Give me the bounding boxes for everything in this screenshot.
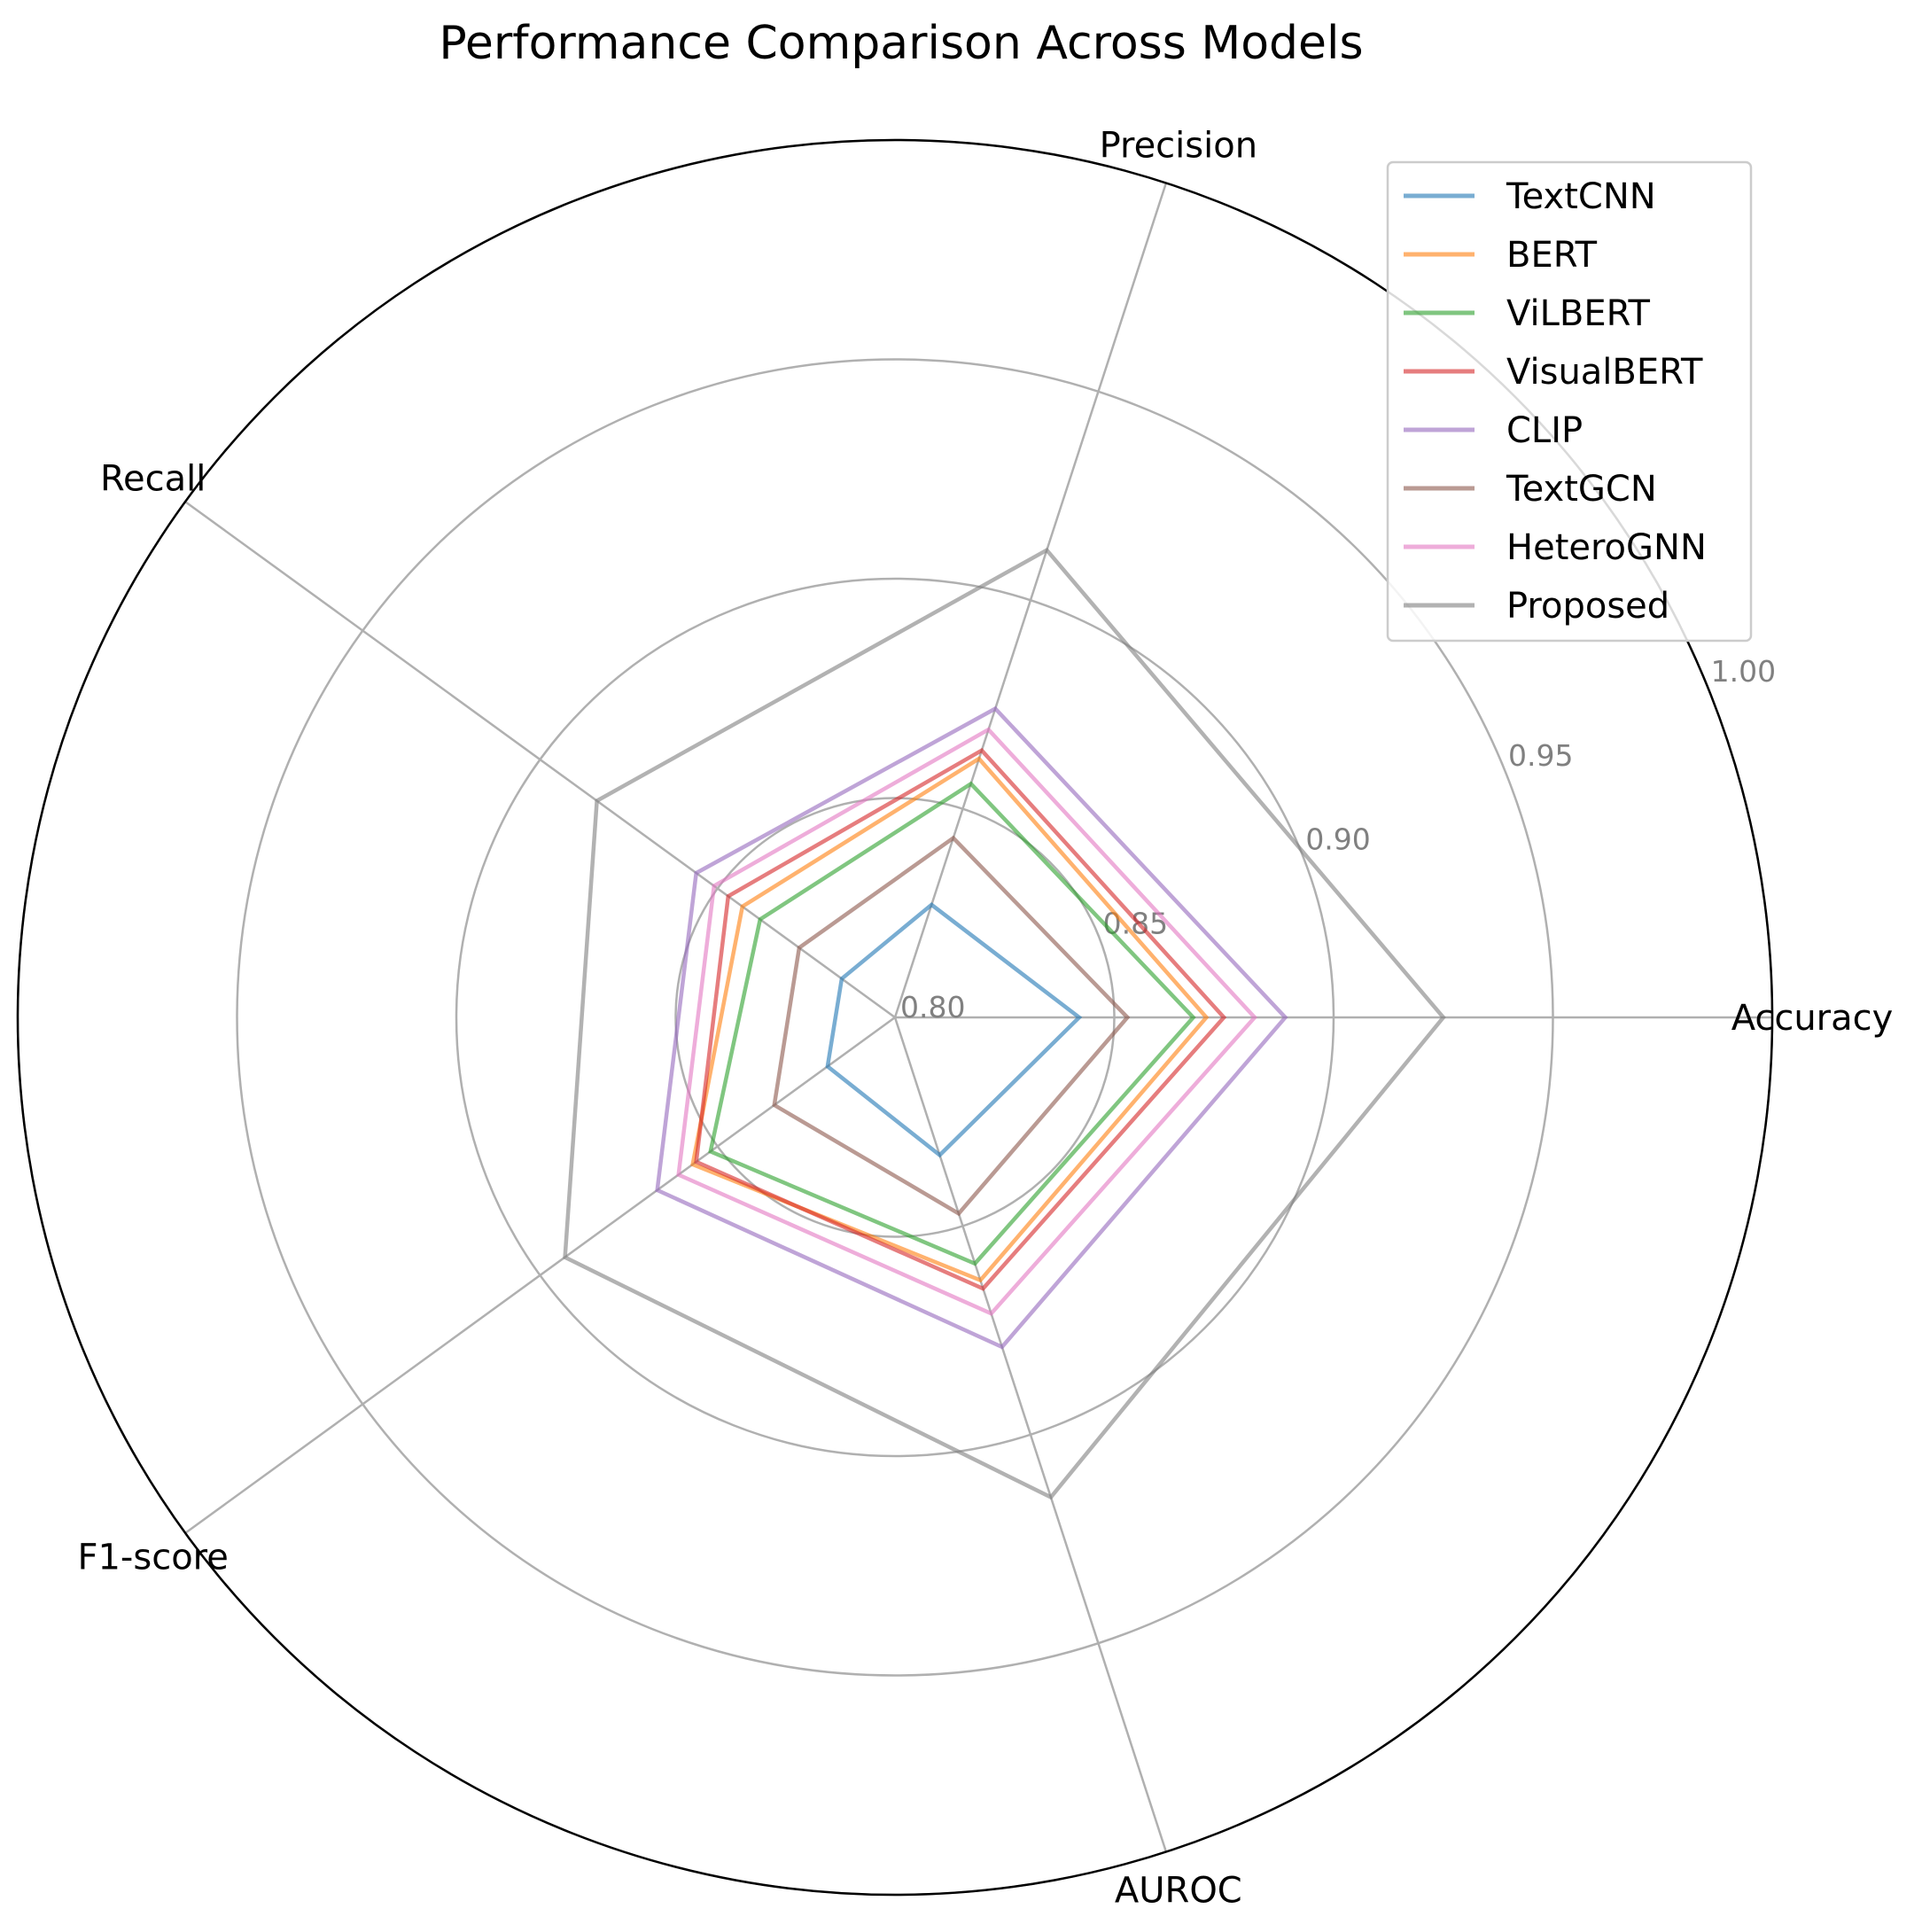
series-line-clip (655, 705, 1288, 1350)
legend-label: HeteroGNN (1506, 527, 1707, 568)
tick-label: 1.00 (1711, 654, 1776, 689)
spoke-2 (184, 501, 896, 1019)
polar-frame (16, 138, 1774, 1897)
series-line-bert (690, 756, 1210, 1283)
series-line-vilbert (708, 781, 1196, 1266)
legend-label: ViLBERT (1506, 293, 1650, 334)
axis-label-accuracy: Accuracy (1731, 998, 1894, 1039)
spoke-1 (893, 183, 1168, 1018)
series-line-textgcn (772, 835, 1131, 1217)
series-line-visualbert (694, 747, 1227, 1291)
axis-label-recall: Recall (100, 459, 206, 500)
tick-label: 0.90 (1305, 822, 1370, 857)
spoke-4 (893, 1017, 1168, 1852)
legend-label: Proposed (1506, 586, 1669, 627)
legend: TextCNN BERT ViLBERT VisualBERT CLIP TextGCN H… (1386, 160, 1753, 643)
axis-label-auroc: AUROC (1115, 1870, 1242, 1911)
series-line-heterognn (676, 727, 1257, 1316)
chart-title: Performance Comparison Across Models (439, 17, 1363, 70)
spoke-3 (184, 1016, 896, 1534)
tick-label: 0.80 (900, 990, 965, 1024)
radial-tick-labels: 0.800.850.900.951.00 (900, 654, 1776, 1024)
legend-label: BERT (1506, 235, 1598, 276)
legend-label: TextCNN (1506, 176, 1656, 217)
series-line-textcnn (825, 902, 1083, 1158)
series-lines (563, 547, 1446, 1500)
legend-label: VisualBERT (1506, 352, 1703, 393)
tick-label: 0.95 (1508, 738, 1573, 773)
axis-label-precision: Precision (1100, 126, 1257, 167)
axis-label-f1-score: F1-score (77, 1537, 228, 1578)
series-line-proposed (563, 547, 1446, 1500)
legend-label: TextGCN (1506, 469, 1657, 510)
legend-label: CLIP (1506, 410, 1583, 451)
legend-box (1386, 160, 1753, 643)
axis-labels: Accuracy Precision Recall F1-score AUROC (77, 126, 1893, 1912)
legend-items: TextCNN BERT ViLBERT VisualBERT CLIP TextGCN H… (1404, 176, 1707, 627)
